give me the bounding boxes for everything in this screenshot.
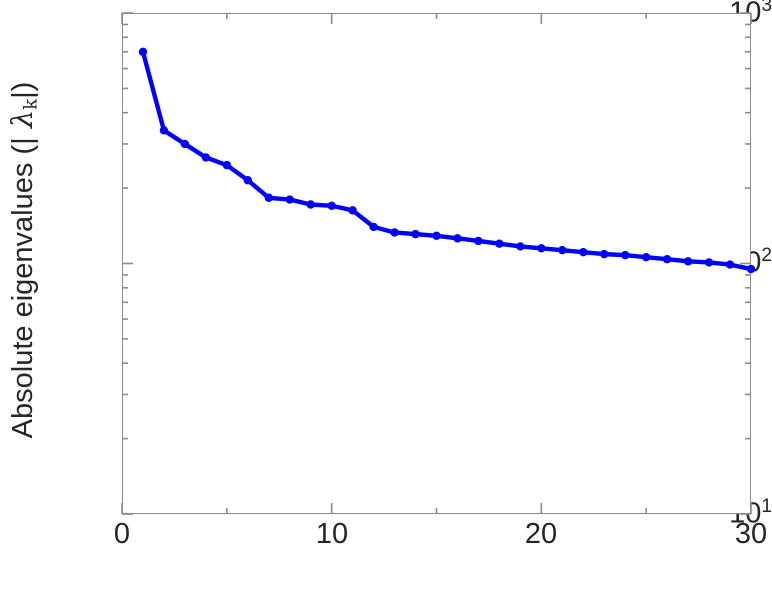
data-point: [222, 160, 232, 170]
data-point: [453, 234, 462, 243]
data-point: [138, 47, 148, 56]
data-point: [348, 206, 357, 215]
data-point: [558, 246, 567, 255]
x-tick-label-0: 0: [113, 518, 131, 550]
data-point: [746, 264, 756, 274]
data-point: [704, 258, 714, 267]
data-point: [432, 231, 441, 240]
data-point: [264, 193, 273, 202]
data-point: [725, 260, 735, 269]
data-point: [327, 201, 336, 210]
data-point: [243, 176, 252, 185]
y-axis-label-suffix: |): [6, 81, 39, 99]
y-axis-label: Absolute eigenvalues (| λk |): [0, 0, 46, 520]
data-point: [285, 195, 294, 204]
x-tick-label-20: 20: [524, 518, 558, 550]
data-point: [621, 250, 630, 260]
data-point: [390, 228, 399, 237]
data-point: [662, 255, 672, 264]
data-point: [516, 242, 525, 251]
data-point: [474, 236, 483, 246]
x-axis-ticks: [121, 13, 752, 514]
data-point: [369, 222, 378, 232]
data-point: [579, 247, 588, 257]
data-line-eigenvalues: [140, 49, 754, 272]
data-point: [641, 252, 651, 262]
data-point: [201, 153, 211, 162]
data-point: [159, 126, 169, 135]
plot-area: [121, 12, 756, 515]
data-point: [180, 139, 190, 149]
x-tick-label-30: 30: [734, 518, 768, 550]
data-point: [537, 244, 546, 253]
data-point: [411, 229, 420, 239]
data-point: [600, 249, 609, 259]
y-axis-label-prefix: Absolute eigenvalues (|: [6, 137, 39, 439]
data-point: [495, 239, 504, 248]
data-point: [306, 200, 315, 209]
y-axis-ticks: [122, 12, 751, 515]
lambda-symbol: λk: [4, 98, 42, 129]
data-point-markers: [138, 47, 756, 274]
data-point: [683, 257, 693, 266]
x-tick-label-10: 10: [315, 518, 349, 550]
lambda-subscript: k: [20, 98, 42, 110]
